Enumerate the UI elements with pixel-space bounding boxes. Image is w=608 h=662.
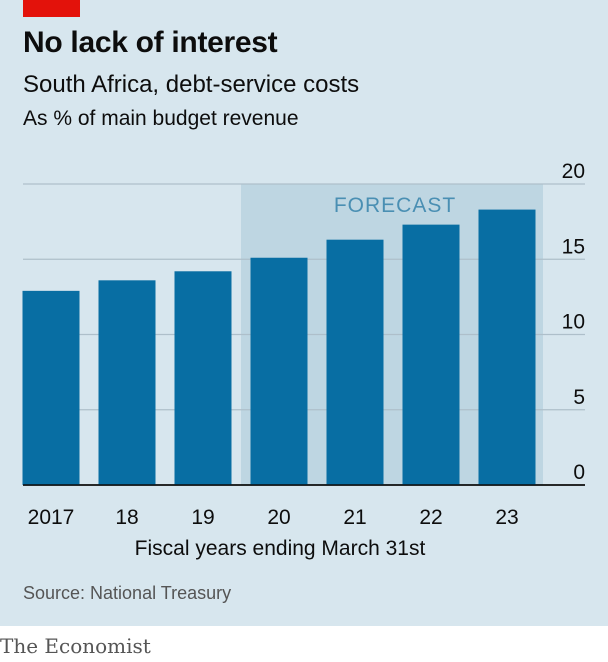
bar-2017: [22, 290, 80, 485]
chart-unit-label: As % of main budget revenue: [23, 107, 299, 130]
bar-19: [174, 271, 232, 485]
chart-title: No lack of interest: [23, 26, 278, 59]
x-axis-title: Fiscal years ending March 31st: [134, 537, 426, 560]
chart-panel: No lack of interest South Africa, debt-s…: [0, 0, 608, 626]
y-tick-label: 10: [562, 311, 585, 334]
x-tick-label: 23: [495, 506, 518, 529]
x-tick-label: 20: [267, 506, 290, 529]
bar-20: [250, 257, 308, 485]
x-tick-label: 21: [343, 506, 366, 529]
forecast-label: FORECAST: [334, 194, 456, 217]
bar-22: [402, 224, 460, 485]
x-tick-label: 19: [191, 506, 214, 529]
brand-red-tag: [23, 0, 80, 17]
x-tick-label: 2017: [28, 506, 75, 529]
x-tick-label: 22: [419, 506, 442, 529]
source-note: Source: National Treasury: [23, 583, 232, 603]
bar-23: [478, 209, 536, 485]
bar-21: [326, 239, 384, 485]
y-tick-label: 15: [562, 235, 585, 258]
bar-chart: FORECAST 0 5 10 15 20 2017 18 19 20 21 22 23: [22, 160, 585, 529]
y-tick-label: 0: [573, 461, 585, 484]
chart-subtitle: South Africa, debt-service costs: [23, 71, 360, 98]
y-tick-label: 20: [562, 160, 585, 183]
bar-18: [98, 280, 156, 485]
publication-brand: The Economist: [0, 634, 151, 658]
y-tick-label: 5: [573, 386, 585, 409]
x-tick-label: 18: [115, 506, 138, 529]
